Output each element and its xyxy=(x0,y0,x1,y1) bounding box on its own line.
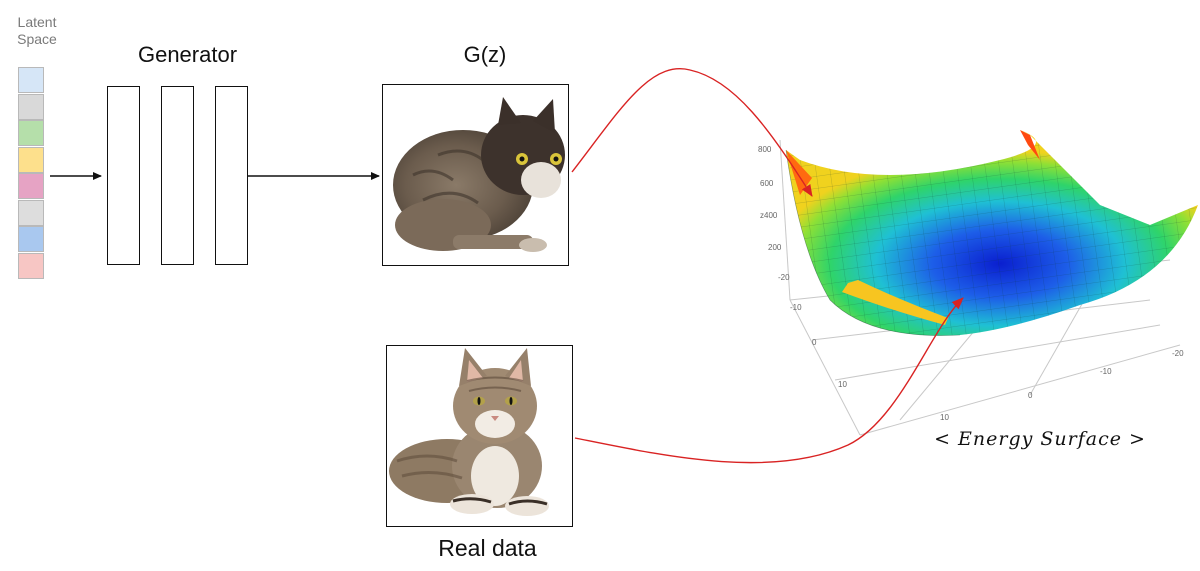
latent-cell xyxy=(18,120,44,146)
real-to-low-energy-arrow xyxy=(574,297,964,464)
x-tick: 10 xyxy=(940,413,949,422)
generator-layer-1 xyxy=(107,86,140,265)
z-tick: 800 xyxy=(758,145,772,154)
generator-layer-2 xyxy=(161,86,194,265)
latent-cell xyxy=(18,93,44,120)
energy-tick-labels: 800 600 z400 200 -20 -10 0 10 -20 -10 0 … xyxy=(758,145,1184,422)
z-tick: 600 xyxy=(760,179,774,188)
generated-cat-image xyxy=(382,84,569,266)
x-tick: -10 xyxy=(1100,367,1112,376)
latent-cell xyxy=(18,226,44,252)
y-tick: 10 xyxy=(838,380,847,389)
energy-surface-caption: < Energy Surface > xyxy=(934,428,1146,450)
latent-cell xyxy=(18,67,44,93)
energy-surface xyxy=(785,130,1198,336)
generated-cat-illustration xyxy=(393,97,565,252)
z-tick: 200 xyxy=(768,243,782,252)
real-data-label: Real data xyxy=(438,535,537,561)
y-tick: -10 xyxy=(790,303,802,312)
real-cat-image xyxy=(386,345,573,527)
generator-label: Generator xyxy=(137,42,238,67)
z-tick: z400 xyxy=(760,211,778,220)
latent-space-title: Latent Space xyxy=(17,14,57,47)
latent-cell xyxy=(18,252,44,279)
z-tick: -20 xyxy=(778,273,790,282)
latent-cell xyxy=(18,199,44,226)
real-cat-illustration xyxy=(389,348,549,516)
generated-label: G(z) xyxy=(463,42,507,67)
latent-cell xyxy=(18,146,44,173)
generator-layer-3 xyxy=(215,86,248,265)
generated-to-high-energy-arrow xyxy=(571,68,813,197)
latent-cell xyxy=(18,173,44,199)
x-tick: 0 xyxy=(1028,391,1033,400)
x-tick: -20 xyxy=(1172,349,1184,358)
y-tick: 0 xyxy=(812,338,817,347)
